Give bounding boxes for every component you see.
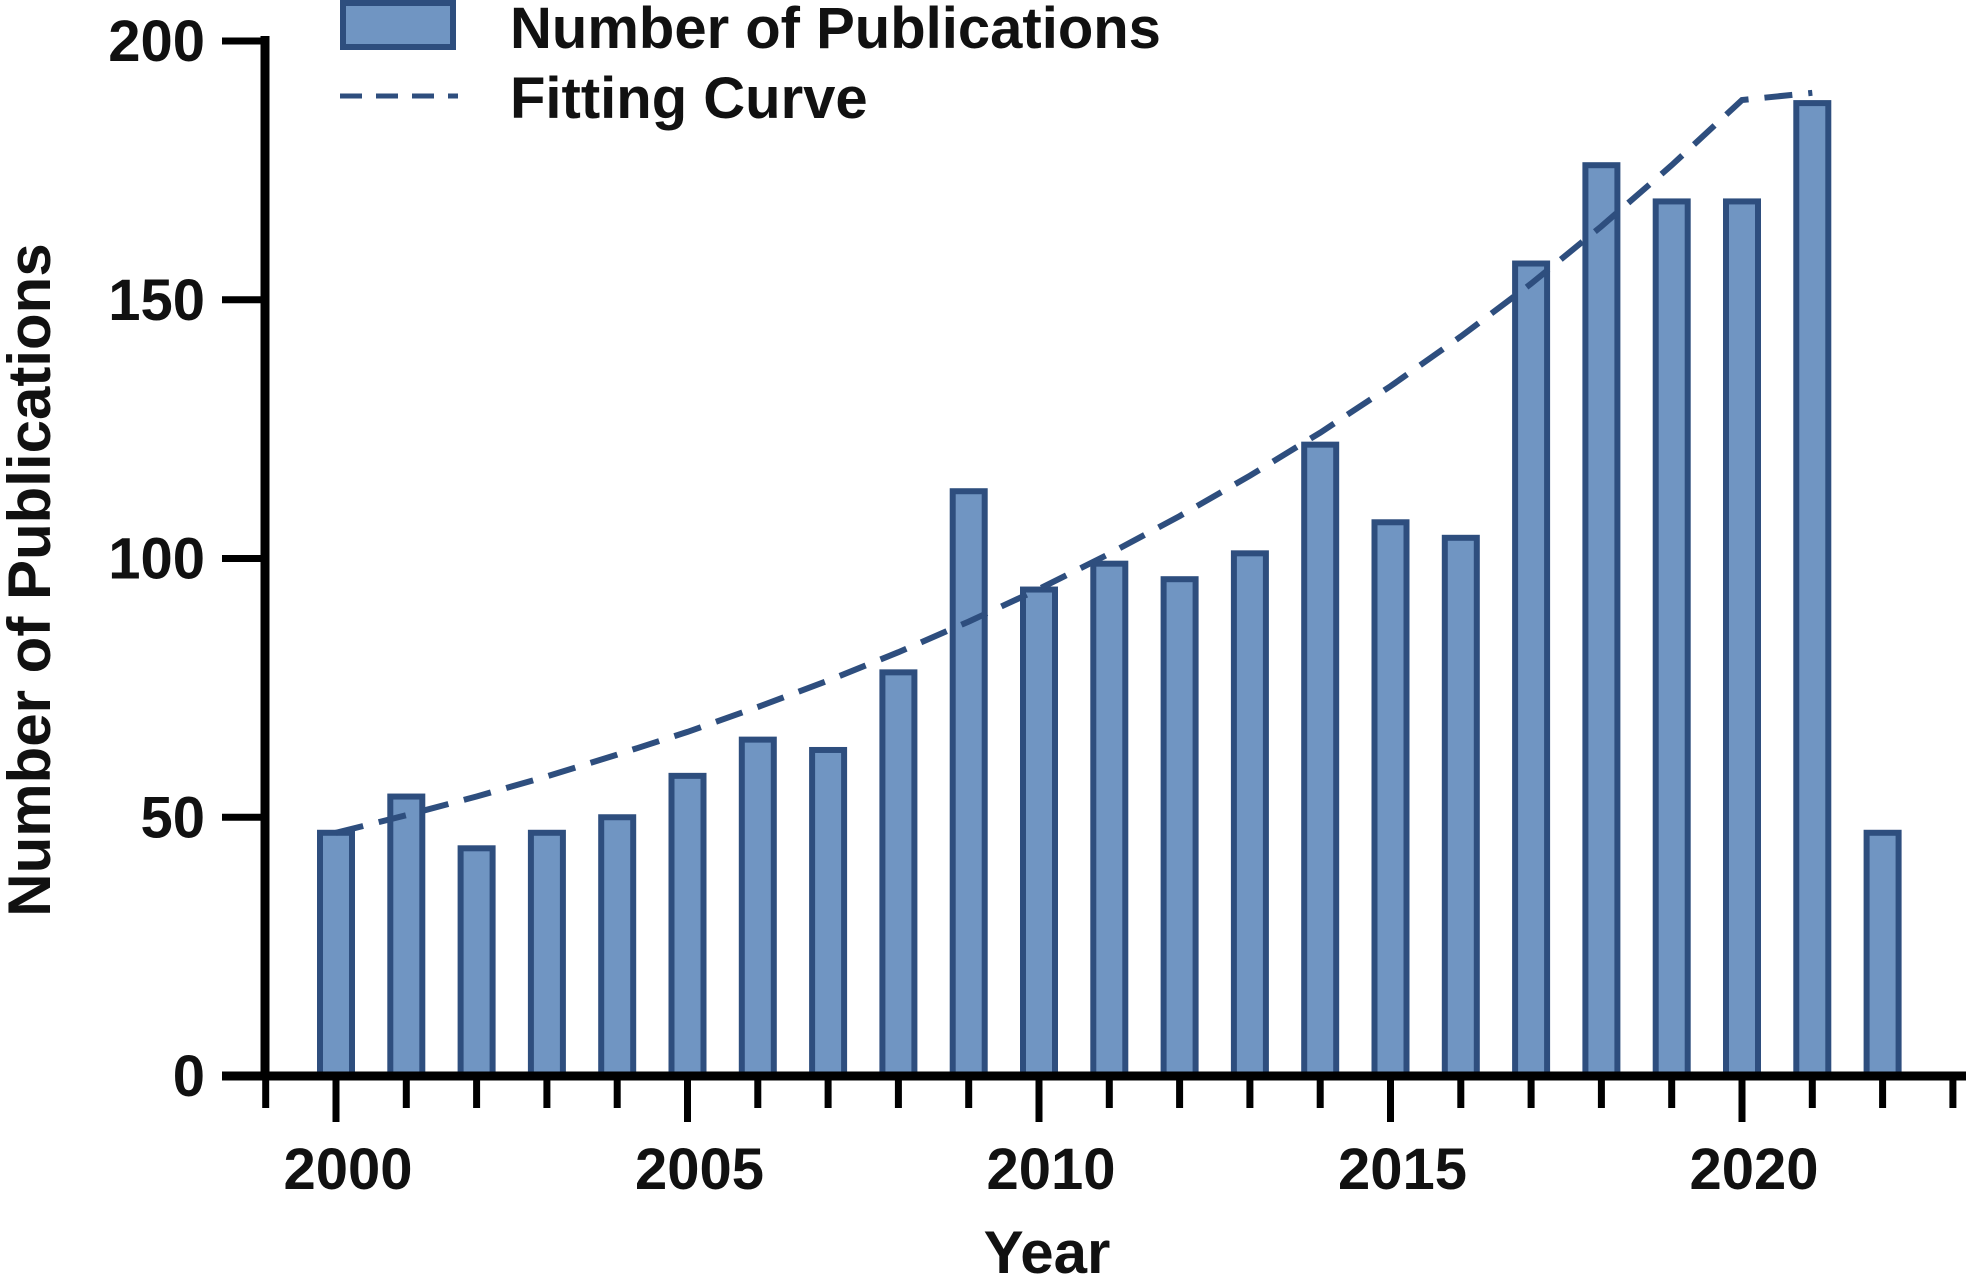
bar-2001 — [387, 793, 426, 1079]
bar-2013 — [1230, 550, 1269, 1079]
x-ticks: 2000 2005 2010 2015 2020 — [262, 1076, 1957, 1202]
x-tick-label-2005: 2005 — [635, 1137, 764, 1202]
y-tick-label-150: 150 — [108, 268, 205, 333]
y-axis-title: Number of Publications — [0, 243, 63, 916]
legend-label-fit: Fitting Curve — [510, 66, 868, 131]
x-tick-label-2010: 2010 — [986, 1137, 1115, 1202]
legend: Number of Publications Fitting Curve — [340, 0, 1161, 131]
fitting-curve-layer — [335, 89, 1813, 836]
legend-bar-swatch — [340, 0, 456, 50]
bar-2021 — [1793, 100, 1832, 1080]
bar-2011 — [1090, 560, 1129, 1079]
x-tick-label-2020: 2020 — [1689, 1137, 1818, 1202]
bar-2018 — [1582, 162, 1621, 1079]
bar-2002 — [457, 845, 496, 1079]
x-tick-label-2000: 2000 — [283, 1137, 412, 1202]
y-tick-label-0: 0 — [173, 1044, 205, 1109]
bar-2010 — [1020, 586, 1058, 1079]
legend-label-bars: Number of Publications — [510, 0, 1161, 61]
bar-2000 — [317, 829, 355, 1080]
bar-2012 — [1160, 576, 1199, 1079]
bar-2019 — [1652, 198, 1691, 1080]
bar-2022 — [1863, 829, 1902, 1080]
y-ticks: 0 50 100 150 200 — [108, 9, 265, 1109]
y-tick-label-100: 100 — [108, 527, 205, 592]
bars-layer — [317, 100, 1902, 1080]
bar-2017 — [1512, 260, 1551, 1079]
y-tick-label-50: 50 — [140, 785, 205, 850]
x-axis-title: Year — [984, 1219, 1111, 1277]
bar-2003 — [527, 829, 566, 1080]
bar-2015 — [1371, 519, 1410, 1079]
bar-2004 — [598, 814, 637, 1079]
bar-2014 — [1301, 441, 1340, 1079]
bar-2007 — [809, 746, 848, 1079]
y-tick-label-200: 200 — [108, 9, 205, 74]
fitting-curve — [335, 89, 1813, 836]
bar-2009 — [949, 488, 988, 1080]
bar-2016 — [1441, 534, 1480, 1079]
bar-2020 — [1723, 198, 1761, 1080]
bar-2005 — [668, 772, 707, 1079]
bar-2008 — [879, 669, 918, 1079]
bar-2006 — [738, 736, 777, 1079]
x-tick-label-2015: 2015 — [1338, 1137, 1467, 1202]
